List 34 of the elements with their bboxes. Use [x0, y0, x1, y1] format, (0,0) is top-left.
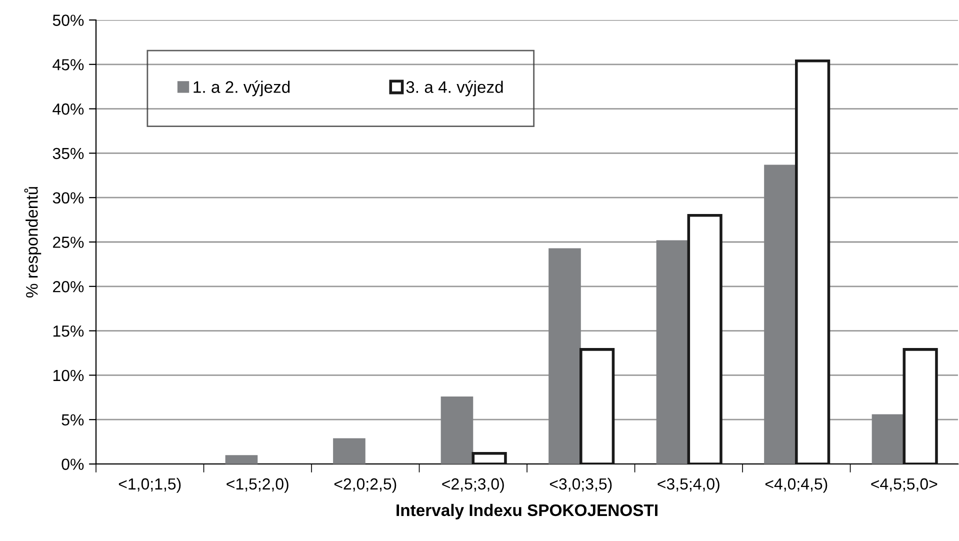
x-tick-label: <1,0;1,5)	[118, 478, 181, 493]
bar	[902, 348, 938, 464]
y-tick-label: 40%	[52, 103, 84, 115]
x-axis-title: Intervaly Indexu SPOKOJENOSTI	[396, 504, 658, 520]
y-tick-label: 15%	[53, 326, 84, 337]
y-tick-label: 10%	[53, 370, 84, 382]
x-tick-label: <2,5;3,0)	[442, 478, 504, 493]
bar	[548, 248, 581, 464]
x-tick-label: <4,0;4,5)	[765, 478, 828, 493]
bar	[795, 59, 830, 464]
y-tick-label: 25%	[53, 236, 84, 248]
y-tick-label: 50%	[52, 14, 84, 26]
y-tick-label: 5%	[62, 414, 84, 426]
y-tick-label: 30%	[52, 192, 84, 204]
x-tick-label: <1,5;2,0)	[226, 478, 288, 493]
y-tick-label: 35%	[52, 148, 84, 160]
y-axis-title: % respondentů	[24, 187, 42, 298]
legend-label: 1. a 2. výjezd	[194, 80, 290, 96]
bar	[225, 455, 258, 464]
bar	[872, 414, 904, 464]
bar	[687, 214, 722, 464]
bar	[580, 348, 615, 464]
y-tick-label: 0%	[62, 458, 84, 470]
y-tick-label: 45%	[52, 59, 84, 70]
legend-label: 3. a 4. výjezd	[406, 80, 503, 96]
bar	[764, 164, 796, 464]
bar	[656, 240, 689, 464]
x-tick-label: <3,5;4,0)	[658, 478, 720, 493]
bar	[333, 438, 366, 464]
x-tick-label: <2,0;2,5)	[334, 478, 396, 493]
y-tick-label: 20%	[53, 281, 84, 292]
bar	[440, 396, 474, 464]
x-tick-label: <3,0;3,5)	[550, 478, 612, 493]
x-tick-label: <4,5;5,0>	[871, 478, 938, 492]
